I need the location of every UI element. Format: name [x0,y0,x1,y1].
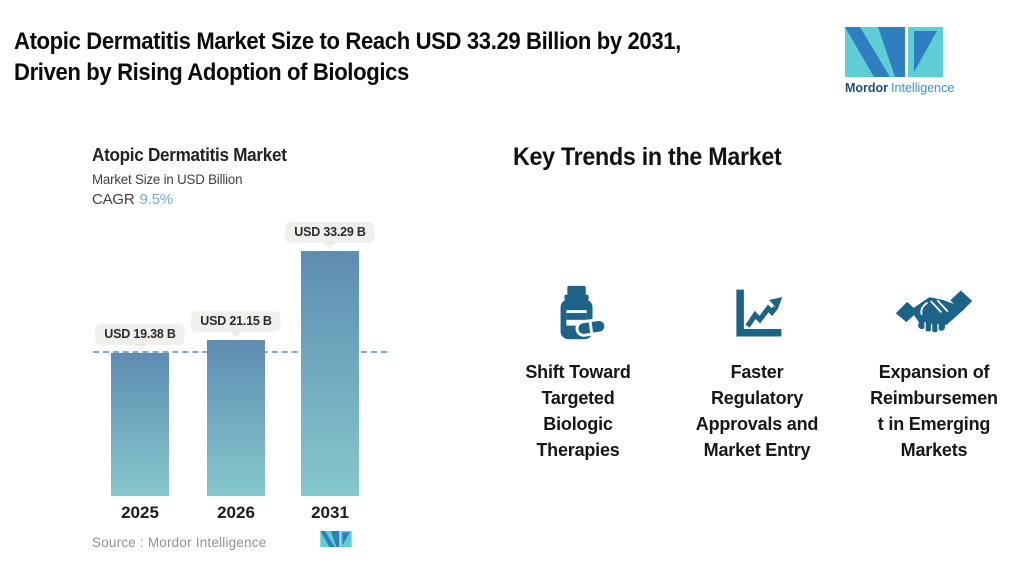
bar-value-callout: USD 21.15 B [191,311,281,338]
growth-chart-icon [736,289,783,337]
brand-name-light: Intelligence [891,81,955,95]
trend-item-reimbursement-expansion: Expansion of Reimbursemen t in Emerging … [849,283,1019,463]
callout-pointer [323,242,336,249]
callout-pointer [133,344,146,351]
chart-title: Atopic Dermatitis Market [92,145,287,165]
brand-logo-text: Mordor Intelligence [845,81,954,95]
bar-value-label: USD 33.29 B [285,222,375,242]
brand-logo: Mordor Intelligence [845,27,954,95]
trends-heading: Key Trends in the Market [513,143,782,171]
bar-2025 [111,353,169,496]
trend-label: Faster Regulatory Approvals and Market E… [695,362,819,460]
brand-name-bold: Mordor [845,81,889,95]
cagr-value: 9.5% [139,191,174,208]
x-axis-label: 2025 [121,503,159,522]
bar-value-label: USD 19.38 B [95,324,185,344]
trend-item-biologic-therapies: Shift Toward Targeted Biologic Therapies [493,283,663,463]
chart-subtitle: Market Size in USD Billion [92,171,243,187]
bar-2026 [207,340,265,496]
trend-label: Expansion of Reimbursemen t in Emerging … [870,362,998,460]
mordor-intelligence-logo-icon [845,27,943,77]
mordor-intelligence-mini-logo-icon [320,531,352,547]
bar-2031 [301,251,359,496]
bar-value-callout: USD 33.29 B [285,222,375,249]
pill-bottle-icon [560,285,608,340]
callout-pointer [229,331,242,338]
page-title: Atopic Dermatitis Market Size to Reach U… [14,28,681,86]
cagr-label: CAGR [92,191,135,208]
x-axis-label: 2026 [217,503,255,522]
chart-cagr: CAGR 9.5% [92,191,173,208]
source-note: Source : Mordor Intelligence [92,535,267,550]
trend-item-regulatory-approvals: Faster Regulatory Approvals and Market E… [672,283,842,463]
x-axis-label: 2031 [311,503,349,522]
bar-value-callout: USD 19.38 B [95,324,185,351]
handshake-icon [895,290,973,333]
bar-value-label: USD 21.15 B [191,311,281,331]
trend-label: Shift Toward Targeted Biologic Therapies [525,362,631,460]
